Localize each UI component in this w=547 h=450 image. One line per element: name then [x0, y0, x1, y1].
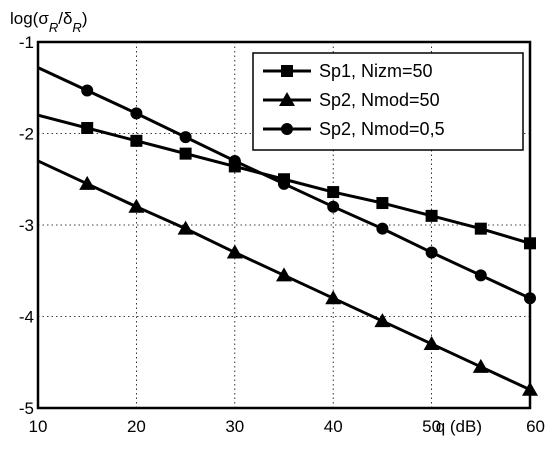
series-3-point — [278, 177, 290, 190]
series-2-point — [276, 267, 292, 282]
x-tick-label: 10 — [29, 417, 48, 436]
legend-label-1: Sp1, Nizm=50 — [319, 61, 433, 81]
legend-marker-3 — [281, 123, 293, 135]
series-2-point — [472, 358, 489, 373]
series-3-point — [179, 131, 192, 144]
x-tick-labels: 10 20 30 40 50 60 — [29, 417, 545, 436]
series-2-point — [128, 198, 145, 213]
series-3-point — [425, 246, 438, 259]
legend-label-3: Sp2, Nmod=0,5 — [319, 119, 445, 139]
y-axis-label: log(σR/δR) — [10, 9, 87, 35]
series-2-point — [423, 335, 440, 350]
y-tick-labels: -5 -4 -3 -2 -1 — [19, 33, 34, 418]
series-2-point — [374, 313, 391, 328]
series-1-point — [179, 147, 192, 160]
series-2-point — [177, 220, 194, 235]
legend-marker-1 — [281, 65, 293, 77]
plot-frame — [36, 40, 532, 410]
y-tick-label: -5 — [19, 399, 34, 418]
series-1-point — [474, 222, 487, 235]
series-3-point — [228, 154, 241, 167]
legend-marker-2 — [279, 92, 295, 106]
y-tick-label: -2 — [19, 125, 34, 144]
series-1-point — [327, 186, 340, 199]
series-3-point — [81, 84, 94, 97]
x-tick-label: 60 — [526, 417, 545, 436]
series-3-point — [327, 200, 340, 213]
series-3-point — [376, 222, 389, 235]
y-tick-label: -4 — [19, 308, 34, 327]
x-tick-label: 20 — [127, 417, 146, 436]
x-tick-label: 30 — [225, 417, 244, 436]
x-tick-label: 50 — [422, 417, 441, 436]
series-1-point — [425, 209, 438, 222]
y-tick-label: -3 — [19, 216, 34, 235]
legend-label-2: Sp2, Nmod=50 — [319, 90, 440, 110]
series-3-point — [130, 107, 143, 120]
series-1-point — [81, 122, 94, 135]
x-tick-label: 40 — [324, 417, 343, 436]
series-2-point — [79, 175, 96, 190]
series-2-point — [226, 244, 243, 259]
series-3-point — [474, 269, 487, 282]
series-1-point — [130, 134, 143, 147]
y-tick-label: -1 — [19, 33, 34, 52]
series-1-point — [376, 197, 389, 210]
series-2-point — [325, 290, 342, 305]
x-axis-label: q (dB) — [436, 417, 482, 436]
legend: Sp1, Nizm=50 Sp2, Nmod=50 Sp2, Nmod=0,5 — [252, 52, 524, 151]
